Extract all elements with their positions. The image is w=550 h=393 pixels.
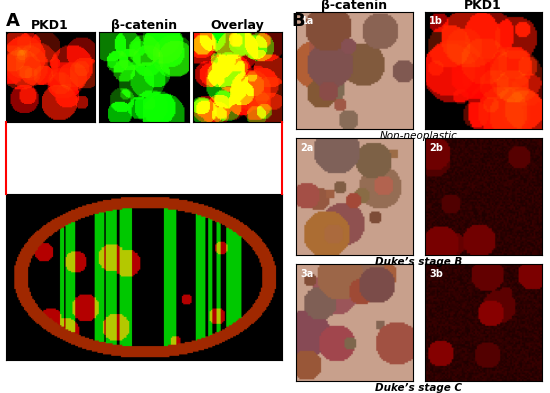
Text: 1b: 1b	[430, 17, 443, 26]
Text: B: B	[292, 12, 305, 30]
Text: 1a: 1a	[300, 17, 313, 26]
Text: Duke’s stage C: Duke’s stage C	[375, 383, 462, 393]
Text: Duke’s stage B: Duke’s stage B	[375, 257, 463, 267]
Text: 2b: 2b	[430, 143, 443, 153]
Title: β-catenin: β-catenin	[111, 19, 177, 32]
Title: PKD1: PKD1	[464, 0, 502, 12]
Text: Non-neoplastic: Non-neoplastic	[379, 130, 458, 141]
Text: A: A	[6, 12, 19, 30]
Text: 3a: 3a	[300, 269, 313, 279]
Title: Overlay: Overlay	[211, 19, 265, 32]
Text: 2a: 2a	[300, 143, 313, 153]
Text: 3b: 3b	[430, 269, 443, 279]
Title: β-catenin: β-catenin	[321, 0, 387, 12]
Title: PKD1: PKD1	[31, 19, 69, 32]
